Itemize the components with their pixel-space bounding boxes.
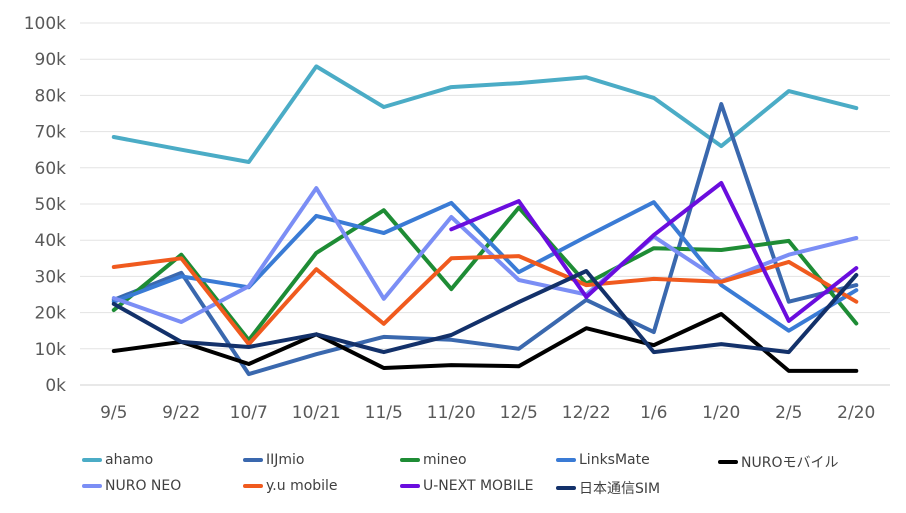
legend-swatch: [243, 458, 263, 462]
y-tick-label: 10k: [35, 340, 67, 360]
y-tick-label: 70k: [35, 123, 67, 143]
y-tick-label: 0k: [45, 376, 66, 396]
y-tick-label: 40k: [35, 231, 67, 251]
plot-area: 0k 10k 20k 30k 40k 50k 60k 70k 80k 90k 100k 9/5 9/22…: [24, 14, 890, 423]
legend-swatch: [400, 458, 420, 462]
x-tick-label: 9/5: [100, 403, 127, 423]
series-line-3: [111, 200, 859, 333]
legend-label: 日本通信SIM: [579, 481, 661, 497]
x-tick-label: 12/22: [562, 403, 611, 423]
x-tick-label: 2/5: [775, 403, 802, 423]
legend-item: NUROモバイル: [718, 452, 838, 472]
legend-label: ahamo: [105, 452, 154, 468]
x-tick-label: 10/7: [230, 403, 268, 423]
x-tick-label: 1/20: [702, 403, 740, 423]
legend-swatch: [82, 484, 102, 488]
x-tick-label: 9/22: [162, 403, 200, 423]
series-line-4: [111, 312, 859, 373]
legend-label: NURO NEO: [105, 478, 182, 494]
y-tick-label: 30k: [35, 267, 67, 287]
series-line-0: [111, 64, 859, 164]
x-tick-label: 12/5: [500, 403, 538, 423]
y-tick-label: 20k: [35, 304, 67, 324]
series-line-8: [111, 269, 859, 355]
legend-item: U-NEXT MOBILE: [400, 478, 533, 494]
series-line-6: [111, 254, 859, 347]
legend-swatch: [82, 458, 102, 462]
legend-item: 日本通信SIM: [556, 478, 660, 498]
y-tick-label: 100k: [24, 14, 66, 34]
legend-label: NUROモバイル: [741, 455, 839, 471]
legend-label: y.u mobile: [266, 478, 338, 494]
x-tick-label: 11/20: [427, 403, 476, 423]
y-tick-label: 60k: [35, 159, 67, 179]
legend-swatch: [718, 460, 738, 464]
y-tick-label: 80k: [35, 86, 67, 106]
legend-label: IIJmio: [266, 452, 305, 468]
legend-swatch: [556, 458, 576, 462]
legend-item: ahamo: [82, 452, 153, 468]
series-line-7: [449, 181, 859, 323]
legend-item: y.u mobile: [243, 478, 338, 494]
x-tick-label: 11/5: [365, 403, 403, 423]
legend-label: LinksMate: [579, 452, 650, 468]
y-tick-label: 90k: [35, 50, 67, 70]
y-tick-label: 50k: [35, 195, 67, 215]
legend-item: IIJmio: [243, 452, 304, 468]
x-tick-label: 1/6: [640, 403, 667, 423]
legend-item: NURO NEO: [82, 478, 181, 494]
x-tick-label: 10/21: [292, 403, 341, 423]
legend-item: LinksMate: [556, 452, 650, 468]
x-tick-label: 2/20: [837, 403, 875, 423]
legend-item: mineo: [400, 452, 467, 468]
legend-label: mineo: [423, 452, 467, 468]
legend-swatch: [400, 484, 420, 488]
legend-swatch: [556, 486, 576, 490]
series-line-1: [111, 102, 859, 377]
legend-swatch: [243, 484, 263, 488]
legend-label: U-NEXT MOBILE: [423, 478, 534, 494]
